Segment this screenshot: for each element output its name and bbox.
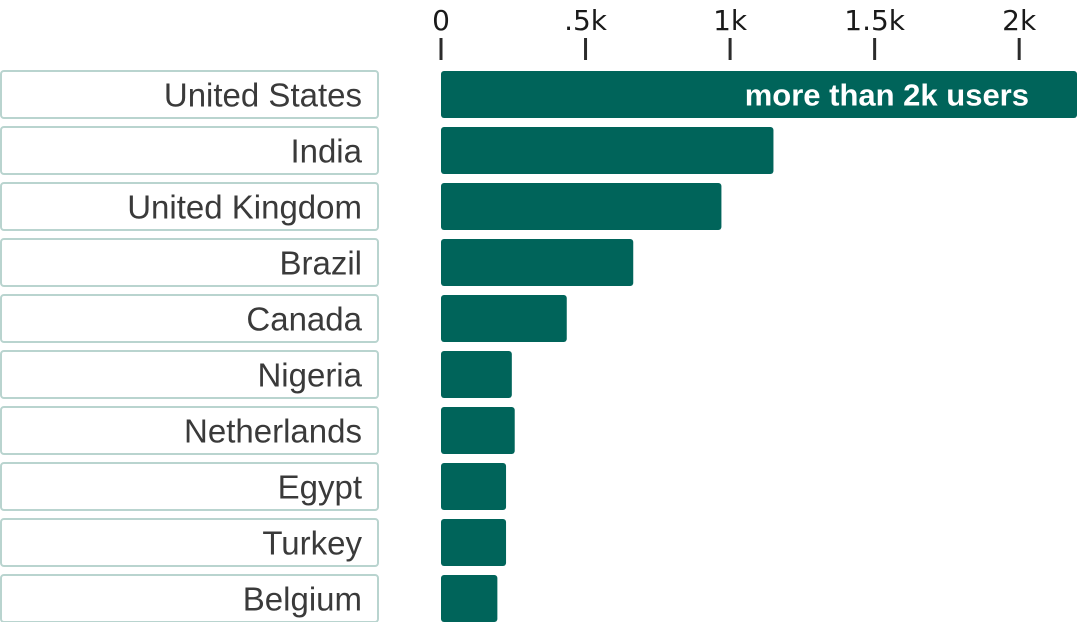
bar <box>441 351 512 398</box>
category-label: United Kingdom <box>127 189 362 226</box>
x-tick-label: 2k <box>1002 4 1037 37</box>
category-label-box <box>0 70 379 119</box>
category-label: Turkey <box>262 525 362 562</box>
category-label: Netherlands <box>184 413 362 450</box>
x-tick-label: 0 <box>432 4 450 37</box>
bar-annotation: more than 2k users <box>745 78 1029 113</box>
category-label: Canada <box>246 301 362 338</box>
category-label-box <box>0 350 379 399</box>
category-label: India <box>290 133 362 170</box>
category-label-box <box>0 518 379 567</box>
bar <box>441 239 634 286</box>
bar <box>441 463 507 510</box>
bar <box>441 407 515 454</box>
x-tick-label: .5k <box>564 4 608 37</box>
x-tick-label: 1k <box>713 4 748 37</box>
bar <box>441 295 567 342</box>
category-label: Brazil <box>279 245 362 282</box>
category-label: Egypt <box>278 469 362 506</box>
bar <box>441 519 507 566</box>
category-label-box <box>0 462 379 511</box>
category-label-box <box>0 182 379 231</box>
x-tick-label: 1.5k <box>844 4 906 37</box>
category-label-box <box>0 238 379 287</box>
category-label: Nigeria <box>257 357 362 394</box>
bar <box>441 71 1077 118</box>
category-label-box <box>0 574 379 622</box>
bar <box>441 575 498 622</box>
bar <box>441 183 722 230</box>
category-label-box <box>0 294 379 343</box>
category-label-box <box>0 126 379 175</box>
bar <box>441 127 774 174</box>
category-label: United States <box>164 77 362 114</box>
category-label: Belgium <box>243 581 362 618</box>
category-label-box <box>0 406 379 455</box>
